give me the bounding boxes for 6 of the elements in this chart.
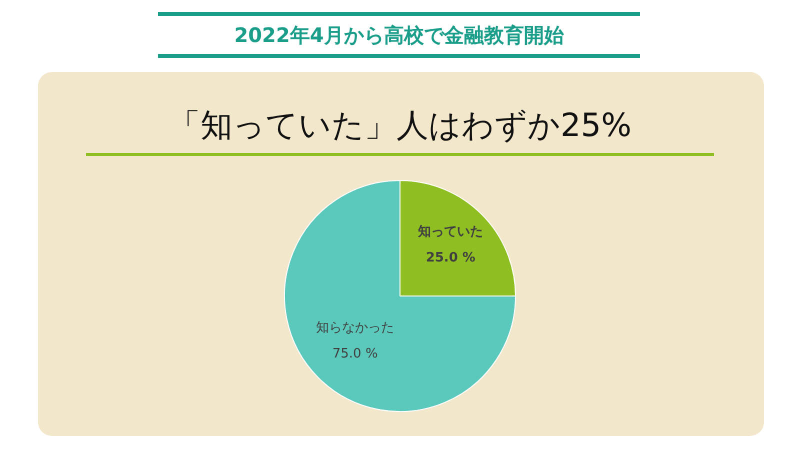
- chart-subtitle: 「知っていた」人はわずか25%: [167, 105, 633, 146]
- data-label: 75.0 %: [332, 346, 378, 362]
- slice-label: 知っていた: [417, 224, 484, 240]
- data-label: 25.0 %: [426, 250, 476, 266]
- slice-label: 知らなかった: [316, 320, 394, 336]
- chart-title: 2022年4月から高校で金融教育開始: [233, 22, 565, 49]
